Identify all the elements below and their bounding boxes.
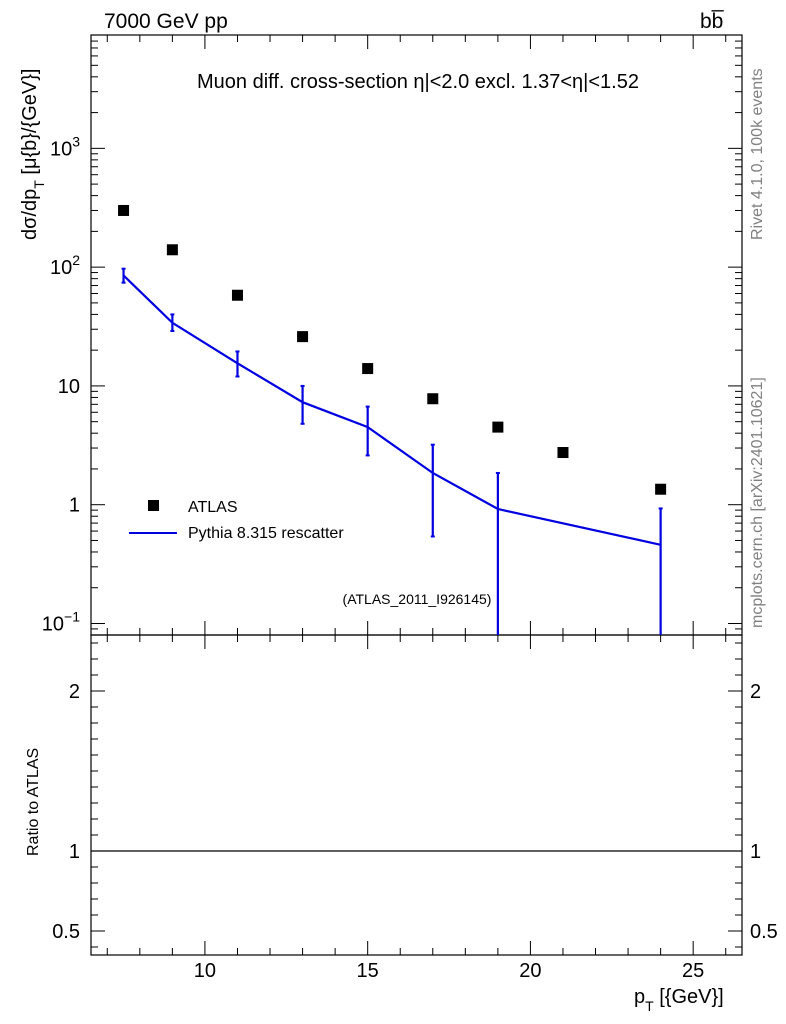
legend-atlas-label: ATLAS	[188, 499, 238, 516]
pythia-line	[122, 274, 661, 546]
x-tick-label: 20	[519, 960, 541, 982]
atlas-data-point	[655, 483, 667, 495]
ratio-y-tick-label: 2	[69, 681, 80, 703]
x-axis-label: pT [{GeV}]	[634, 986, 724, 1014]
y-tick-label: 10−1	[42, 608, 80, 635]
main-axis-ticks: 10−1 1 10 102 103	[42, 34, 742, 636]
energy-label: 7000 GeV pp	[104, 10, 228, 33]
y-tick-label: 103	[50, 133, 80, 160]
ratio-y-tick-label-right: 2	[750, 681, 761, 703]
mcplots-label: mcplots.cern.ch [arXiv:2401.10621]	[749, 377, 766, 628]
atlas-data-point	[362, 363, 374, 375]
legend-pythia-label: Pythia 8.315 rescatter	[188, 525, 344, 542]
x-tick-label: 10	[194, 960, 216, 982]
y-tick-label: 10	[58, 376, 80, 398]
atlas-data-point	[231, 289, 243, 301]
atlas-data-point	[492, 421, 504, 433]
y-tick-label: 1	[69, 495, 80, 517]
ratio-y-tick-label: 1	[69, 841, 80, 863]
legend-atlas-marker	[148, 500, 159, 511]
main-plot-frame	[90, 34, 743, 636]
ratio-y-axis-label: Ratio to ATLAS	[25, 748, 42, 856]
ratio-plot-frame	[90, 634, 743, 956]
pythia-series	[121, 267, 663, 635]
ratio-y-tick-label-right: 0.5	[750, 921, 778, 943]
y-tick-label: 102	[50, 252, 80, 279]
atlas-data-point	[166, 244, 178, 256]
process-label: bb̅	[700, 10, 725, 33]
x-tick-label: 25	[682, 960, 704, 982]
ratio-axis-ticks: 10 15 20 25 0.5 0.5 1 1 2 2	[52, 635, 778, 982]
ratio-y-tick-label: 0.5	[52, 921, 80, 943]
atlas-series	[118, 204, 667, 495]
analysis-id: (ATLAS_2011_I926145)	[343, 591, 492, 607]
atlas-data-point	[427, 393, 439, 405]
atlas-data-point	[557, 447, 569, 459]
rivet-label: Rivet 4.1.0, 100k events	[749, 68, 766, 240]
plot-title: Muon diff. cross-section η|<2.0 excl. 1.…	[197, 71, 639, 93]
atlas-data-point	[297, 331, 309, 343]
x-tick-label: 15	[357, 960, 379, 982]
main-y-axis-label: dσ/dpT [μ{b}/{GeV}]	[19, 69, 47, 240]
ratio-y-tick-label-right: 1	[750, 841, 761, 863]
atlas-data-point	[118, 204, 130, 216]
